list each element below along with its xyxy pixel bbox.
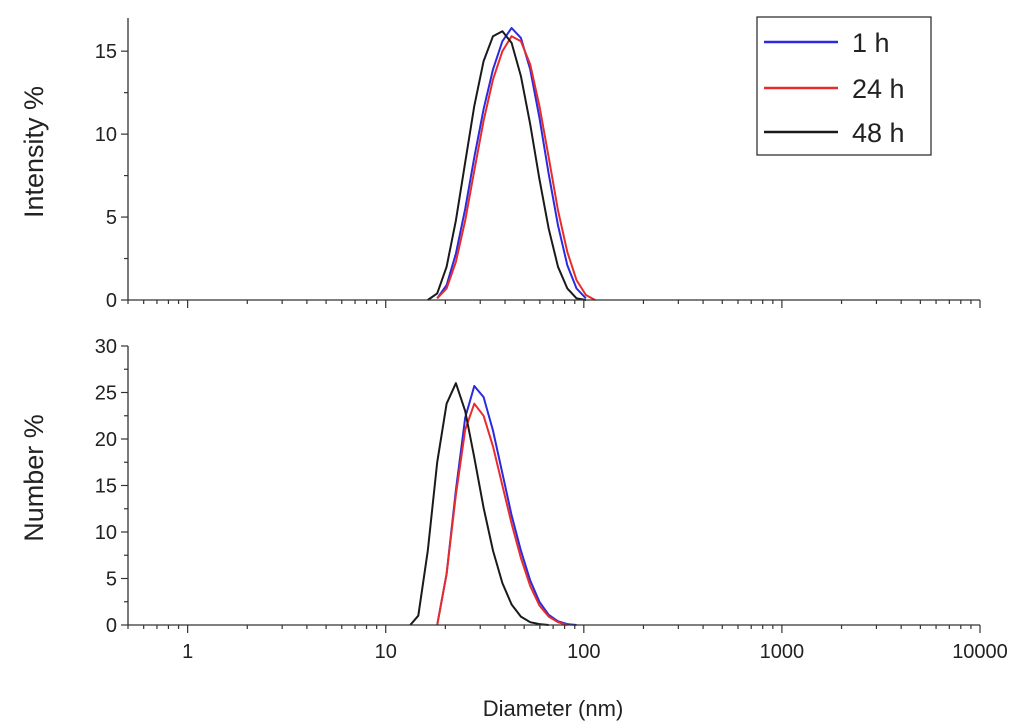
intensity-y-tick-label: 5 bbox=[106, 207, 117, 229]
x-axis-title: Diameter (nm) bbox=[483, 696, 624, 721]
legend: 1 h 24 h 48 h bbox=[756, 16, 932, 156]
number-y-tick-label: 30 bbox=[95, 336, 117, 358]
number-panel: 0 5 10 15 20 25 30 1 10 100 1000 10000 Number % Dia… bbox=[19, 336, 1008, 721]
number-y-tick-label: 10 bbox=[95, 522, 117, 544]
intensity-series-24h bbox=[436, 35, 596, 301]
intensity-y-tick-label: 15 bbox=[95, 41, 117, 63]
legend-items: 1 h 24 h 48 h bbox=[764, 28, 905, 148]
intensity-panel: 0 5 10 15 Intensity % 1 h 24 h 48 h bbox=[19, 16, 981, 312]
intensity-series-48h bbox=[427, 30, 587, 301]
x-tick-label: 1000 bbox=[760, 641, 805, 663]
intensity-y-tick-label: 10 bbox=[95, 124, 117, 146]
legend-label: 48 h bbox=[852, 118, 905, 148]
number-series-24h bbox=[436, 402, 568, 626]
x-tick-label: 10000 bbox=[952, 641, 1008, 663]
x-tick-label: 10 bbox=[375, 641, 397, 663]
number-axes: 0 5 10 15 20 25 30 1 10 100 1000 10000 bbox=[95, 336, 1008, 663]
number-y-tick-label: 5 bbox=[106, 569, 117, 591]
intensity-series-group bbox=[427, 27, 596, 301]
intensity-series-1h bbox=[436, 27, 587, 299]
number-series-1h bbox=[436, 385, 577, 626]
x-tick-label: 1 bbox=[182, 641, 193, 663]
number-series-48h bbox=[409, 382, 549, 626]
legend-box bbox=[756, 16, 932, 156]
intensity-axes: 0 5 10 15 bbox=[95, 18, 981, 312]
number-y-axis-title: Number % bbox=[19, 414, 49, 542]
intensity-y-tick-label: 0 bbox=[106, 290, 117, 312]
legend-label: 1 h bbox=[852, 28, 890, 58]
number-series-group bbox=[409, 382, 577, 626]
number-y-tick-label: 15 bbox=[95, 476, 117, 498]
number-y-tick-label: 20 bbox=[95, 429, 117, 451]
intensity-y-axis-title: Intensity % bbox=[19, 86, 49, 218]
x-tick-label: 100 bbox=[567, 641, 600, 663]
legend-label: 24 h bbox=[852, 74, 905, 104]
number-y-tick-label: 25 bbox=[95, 383, 117, 405]
number-y-tick-label: 0 bbox=[106, 615, 117, 637]
